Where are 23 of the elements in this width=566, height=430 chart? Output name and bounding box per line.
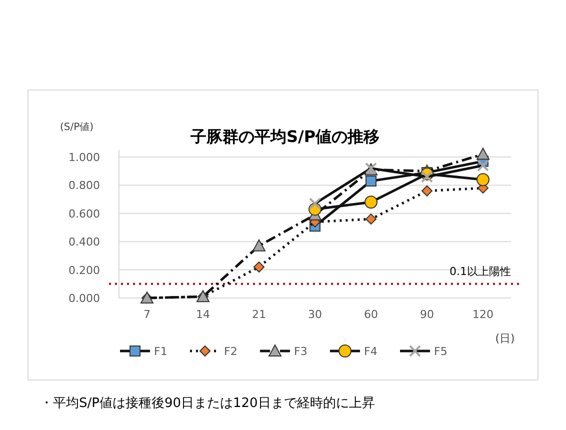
y-tick-label: 0.200	[68, 264, 100, 277]
y-axis-title: (S/P値)	[60, 121, 94, 133]
x-tick-label: 120	[472, 308, 494, 321]
x-tick-label: 14	[196, 308, 210, 321]
y-tick-label: 0.400	[68, 236, 100, 249]
x-tick-label: 30	[308, 308, 322, 321]
legend-label: F4	[364, 345, 378, 358]
legend-label: F3	[294, 345, 308, 358]
y-tick-label: 1.000	[68, 151, 100, 164]
y-tick-label: 0.000	[68, 292, 100, 305]
legend-label: F2	[224, 345, 238, 358]
y-tick-label: 0.800	[68, 179, 100, 192]
legend-label: F5	[434, 345, 448, 358]
x-tick-label: 90	[420, 308, 434, 321]
x-tick-label: 7	[144, 308, 150, 321]
x-tick-label: 21	[252, 308, 266, 321]
x-tick-label: 60	[364, 308, 378, 321]
y-tick-label: 0.600	[68, 207, 100, 220]
text: ・平均S/P値は接種後90日または120日まで経時的に上昇	[40, 396, 375, 411]
ref-line-label: 0.1以上陽性	[450, 264, 511, 278]
x-axis-title: (日)	[495, 332, 515, 345]
legend-label: F1	[154, 345, 168, 358]
chart-title: 子豚群の平均S/P値の推移	[189, 127, 380, 146]
